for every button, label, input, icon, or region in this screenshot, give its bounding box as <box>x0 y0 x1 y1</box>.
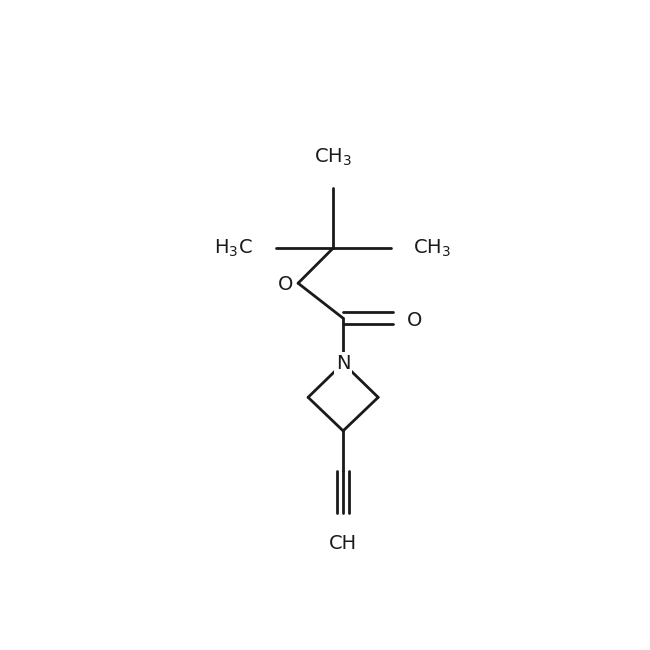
Text: CH$_3$: CH$_3$ <box>314 147 352 168</box>
Text: N: N <box>336 354 350 373</box>
Text: CH$_3$: CH$_3$ <box>413 237 451 259</box>
Text: H$_3$C: H$_3$C <box>214 237 253 259</box>
Text: CH: CH <box>329 534 358 553</box>
Text: O: O <box>407 311 422 330</box>
Text: O: O <box>278 275 293 294</box>
